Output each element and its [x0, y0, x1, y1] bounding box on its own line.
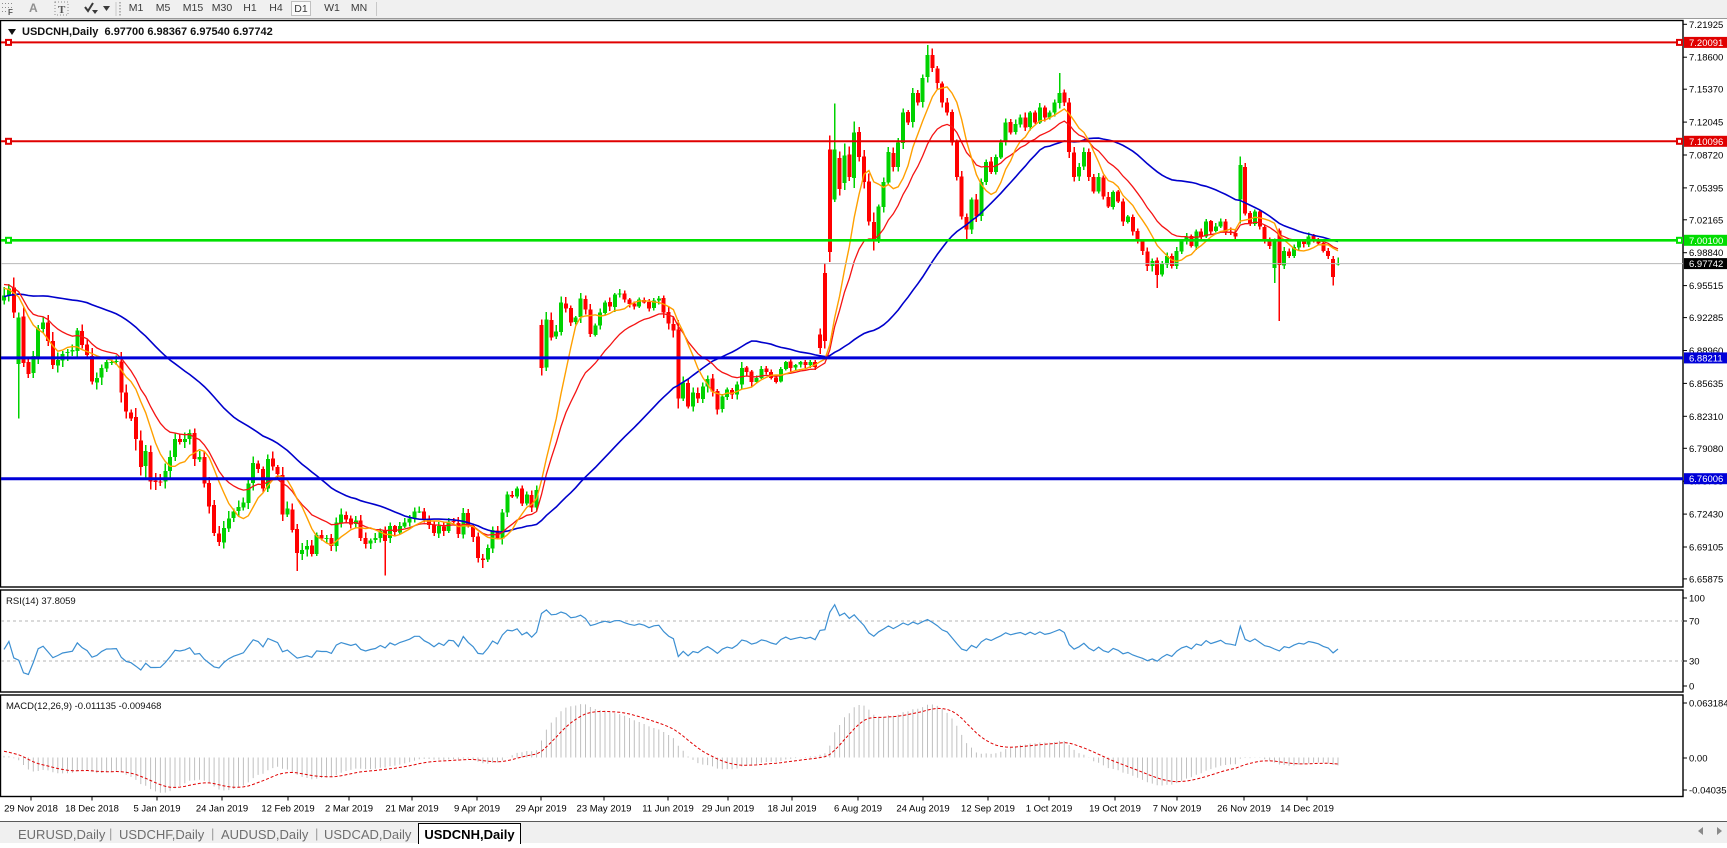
svg-text:7.02165: 7.02165: [1689, 215, 1723, 226]
svg-text:6.85635: 6.85635: [1689, 379, 1723, 390]
svg-text:23 May 2019: 23 May 2019: [577, 804, 632, 815]
svg-text:7.21925: 7.21925: [1689, 20, 1723, 31]
svg-text:18 Jul 2019: 18 Jul 2019: [767, 804, 816, 815]
svg-text:7.00100: 7.00100: [1689, 236, 1723, 247]
svg-text:6.79080: 6.79080: [1689, 444, 1723, 455]
svg-text:F: F: [8, 8, 13, 17]
svg-text:30: 30: [1689, 657, 1700, 668]
svg-text:19 Oct 2019: 19 Oct 2019: [1089, 804, 1141, 815]
svg-text:12 Feb 2019: 12 Feb 2019: [261, 804, 314, 815]
svg-text:6.92285: 6.92285: [1689, 313, 1723, 324]
svg-text:7.10096: 7.10096: [1689, 137, 1723, 148]
svg-text:T: T: [58, 4, 66, 16]
svg-text:A: A: [29, 1, 38, 15]
svg-text:7.08720: 7.08720: [1689, 151, 1723, 162]
svg-text:7.15370: 7.15370: [1689, 85, 1723, 96]
svg-text:RSI(14) 37.8059: RSI(14) 37.8059: [6, 596, 76, 607]
svg-text:70: 70: [1689, 617, 1700, 628]
svg-text:6.88960: 6.88960: [1689, 346, 1723, 357]
svg-text:MACD(12,26,9) -0.011135 -0.009: MACD(12,26,9) -0.011135 -0.009468: [6, 701, 161, 712]
svg-text:12 Sep 2019: 12 Sep 2019: [961, 804, 1015, 815]
svg-text:6.76006: 6.76006: [1689, 474, 1723, 485]
svg-text:24 Jan 2019: 24 Jan 2019: [196, 804, 248, 815]
svg-text:0: 0: [1689, 682, 1694, 693]
svg-text:5 Jan 2019: 5 Jan 2019: [133, 804, 180, 815]
svg-text:9 Apr 2019: 9 Apr 2019: [454, 804, 500, 815]
svg-text:6.95515: 6.95515: [1689, 281, 1723, 292]
svg-text:6.65875: 6.65875: [1689, 574, 1723, 585]
svg-text:14 Dec 2019: 14 Dec 2019: [1280, 804, 1334, 815]
svg-text:18 Dec 2018: 18 Dec 2018: [65, 804, 119, 815]
svg-text:USDCNH,Daily 6.97700 6.98367: USDCNH,Daily 6.97700 6.98367 6.97540 6.9…: [22, 26, 273, 38]
svg-text:21 Mar 2019: 21 Mar 2019: [385, 804, 438, 815]
svg-text:6.69105: 6.69105: [1689, 543, 1723, 554]
svg-text:0.063184: 0.063184: [1689, 699, 1727, 710]
svg-text:7.20091: 7.20091: [1689, 38, 1723, 49]
svg-text:24 Aug 2019: 24 Aug 2019: [896, 804, 949, 815]
svg-text:-0.040355: -0.040355: [1689, 786, 1727, 797]
svg-text:6.82310: 6.82310: [1689, 412, 1723, 423]
svg-text:7 Nov 2019: 7 Nov 2019: [1153, 804, 1202, 815]
svg-text:29 Jun 2019: 29 Jun 2019: [702, 804, 754, 815]
svg-text:7.05395: 7.05395: [1689, 183, 1723, 194]
svg-text:26 Nov 2019: 26 Nov 2019: [1217, 804, 1271, 815]
svg-text:7.12045: 7.12045: [1689, 118, 1723, 129]
svg-text:6.98840: 6.98840: [1689, 248, 1723, 259]
svg-text:29 Apr 2019: 29 Apr 2019: [515, 804, 566, 815]
svg-text:6.88211: 6.88211: [1689, 353, 1723, 364]
svg-text:6.97742: 6.97742: [1689, 259, 1723, 270]
svg-text:100: 100: [1689, 594, 1705, 605]
svg-text:6.72430: 6.72430: [1689, 510, 1723, 521]
svg-text:11 Jun 2019: 11 Jun 2019: [642, 804, 694, 815]
svg-text:6 Aug 2019: 6 Aug 2019: [834, 804, 882, 815]
svg-text:2 Mar 2019: 2 Mar 2019: [325, 804, 373, 815]
svg-text:29 Nov 2018: 29 Nov 2018: [4, 804, 58, 815]
svg-text:1 Oct 2019: 1 Oct 2019: [1026, 804, 1072, 815]
svg-text:7.18600: 7.18600: [1689, 53, 1723, 64]
svg-text:0.00: 0.00: [1689, 754, 1708, 765]
